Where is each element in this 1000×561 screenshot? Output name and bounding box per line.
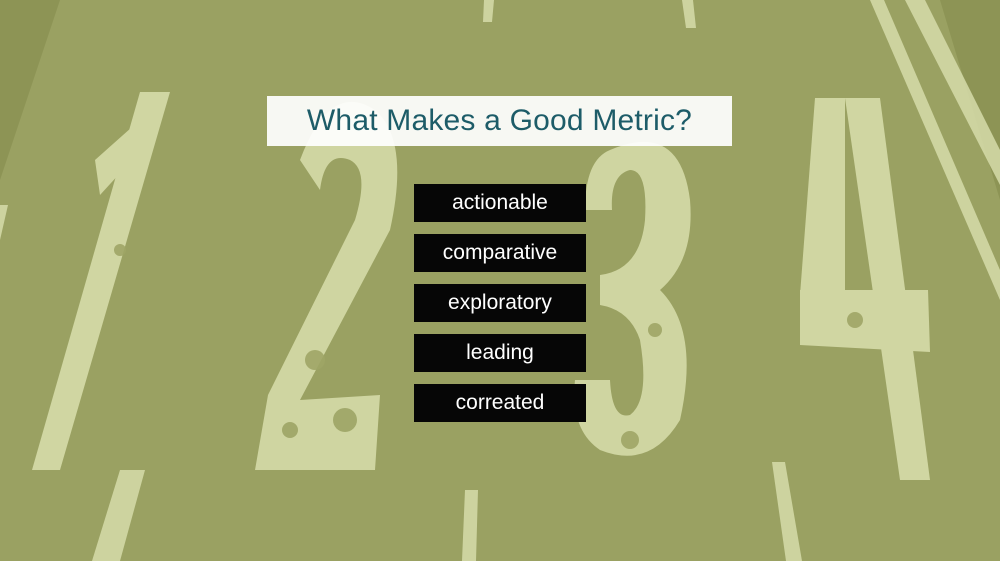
list-item: comparative	[414, 234, 586, 272]
title-banner: What Makes a Good Metric?	[267, 96, 732, 146]
list-item: correated	[414, 384, 586, 422]
slide-title: What Makes a Good Metric?	[306, 104, 693, 137]
metric-qualities-list: actionable comparative exploratory leadi…	[414, 184, 586, 434]
list-item: actionable	[414, 184, 586, 222]
list-item: exploratory	[414, 284, 586, 322]
list-item: leading	[414, 334, 586, 372]
